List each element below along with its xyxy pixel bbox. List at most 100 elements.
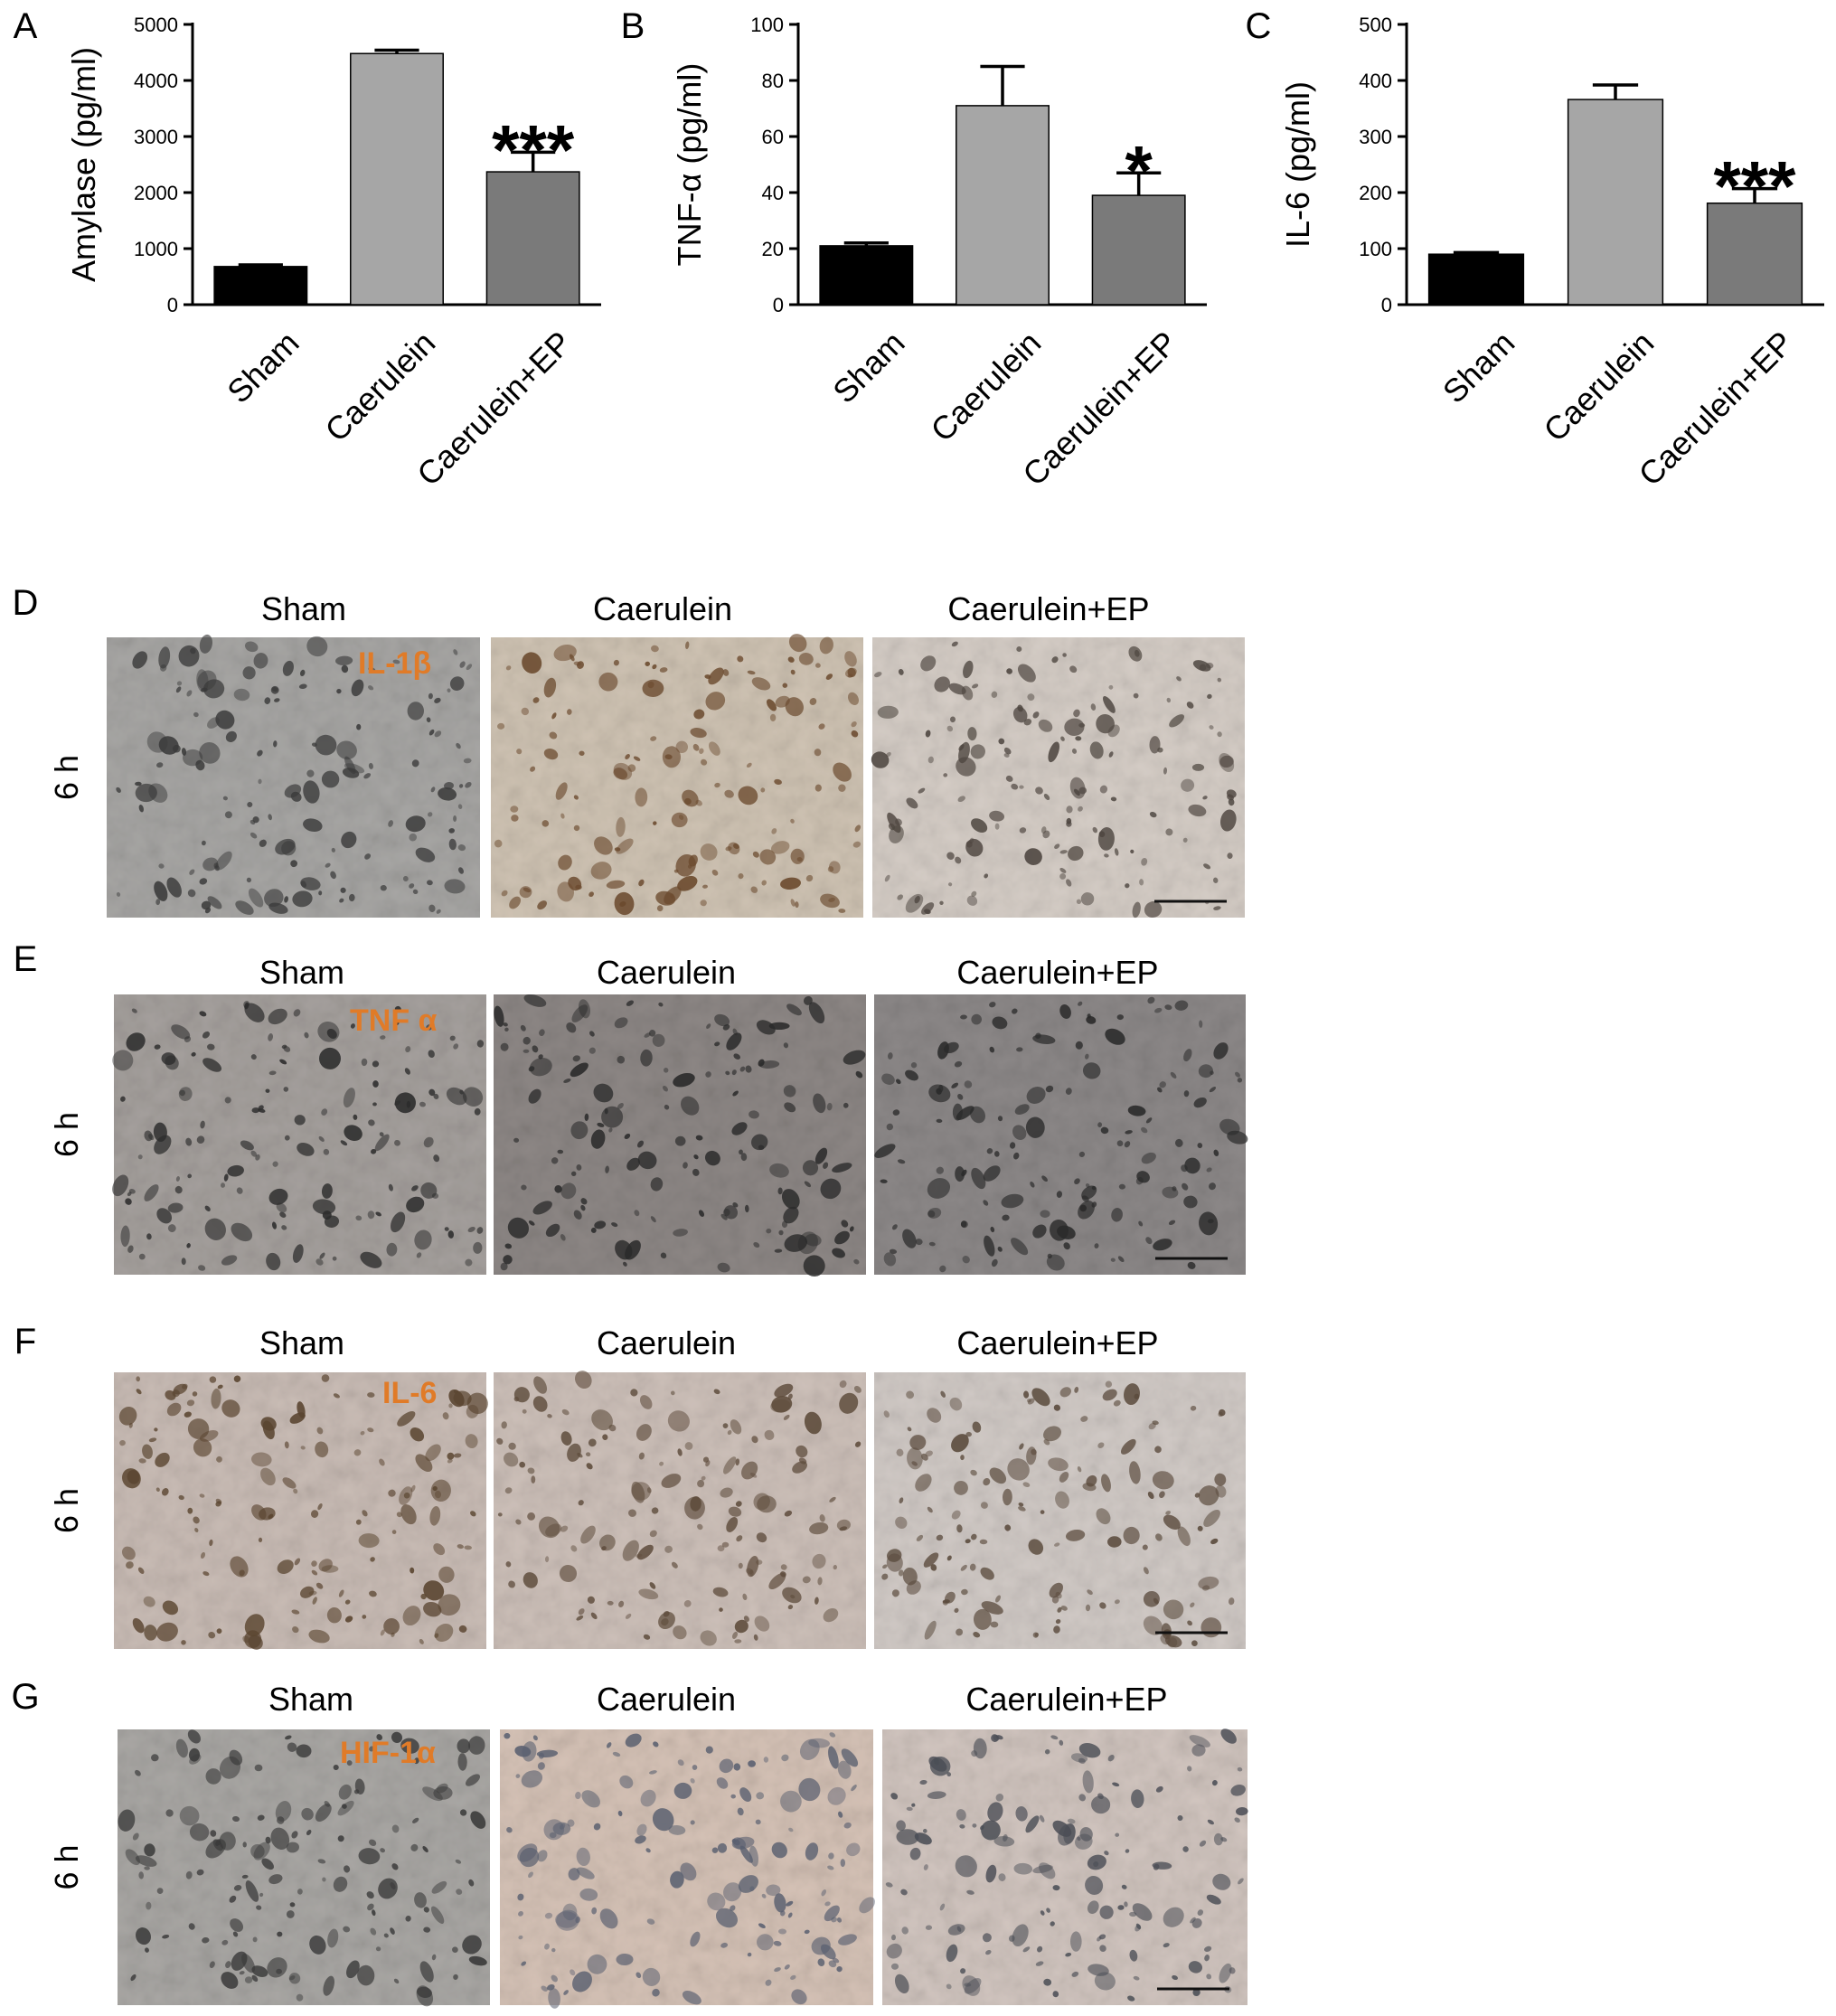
- nucleus: [730, 1905, 736, 1911]
- stained-cell: [1102, 695, 1116, 713]
- nucleus: [678, 815, 684, 820]
- stained-cell: [221, 1255, 238, 1266]
- stained-cell: [282, 1477, 297, 1489]
- nucleus: [208, 1632, 216, 1639]
- nucleus: [1085, 1053, 1089, 1060]
- nucleus: [465, 781, 472, 788]
- nucleus: [958, 744, 965, 751]
- nucleus: [428, 812, 433, 817]
- nucleus: [959, 1823, 965, 1829]
- nucleus: [434, 1633, 439, 1638]
- nucleus: [989, 1046, 995, 1053]
- nucleus: [711, 1847, 719, 1853]
- nucleus: [765, 1979, 772, 1986]
- nucleus: [185, 1870, 193, 1879]
- nucleus: [575, 1791, 581, 1800]
- stained-cell: [560, 1182, 577, 1200]
- nucleus: [419, 1638, 424, 1644]
- nucleus: [394, 1020, 400, 1026]
- nucleus: [738, 1562, 743, 1569]
- nucleus: [749, 1569, 754, 1577]
- stained-cell: [673, 1072, 695, 1088]
- nucleus: [272, 1161, 278, 1167]
- nucleus: [530, 766, 536, 772]
- nucleus: [889, 1248, 898, 1254]
- stained-cell: [338, 1784, 352, 1800]
- stained-cell: [848, 692, 859, 706]
- stained-cell: [360, 1251, 382, 1268]
- nucleus: [503, 1022, 508, 1027]
- stained-cell: [906, 1580, 921, 1595]
- nucleus: [1079, 1204, 1087, 1212]
- stained-cell: [747, 1556, 759, 1578]
- nucleus: [960, 1968, 966, 1974]
- nucleus: [1075, 736, 1082, 741]
- nucleus: [199, 1493, 205, 1498]
- nucleus: [1197, 1909, 1204, 1917]
- stained-cell: [790, 848, 805, 864]
- stained-cell: [637, 1151, 657, 1170]
- stained-cell: [127, 1469, 140, 1484]
- nucleus: [315, 1258, 324, 1266]
- nucleus: [1108, 684, 1114, 690]
- nucleus: [774, 1967, 781, 1973]
- nucleus: [1197, 1143, 1203, 1149]
- nucleus: [1022, 1946, 1031, 1953]
- stained-cell: [199, 634, 212, 654]
- nucleus: [375, 1946, 381, 1952]
- stained-cell: [841, 1748, 859, 1767]
- nucleus: [898, 1569, 904, 1577]
- nucleus: [1008, 1935, 1015, 1942]
- stained-cell: [791, 1989, 807, 2005]
- nucleus: [838, 1811, 843, 1818]
- nucleus: [411, 759, 419, 768]
- nucleus: [449, 1035, 456, 1041]
- nucleus: [998, 738, 1005, 745]
- nucleus: [839, 1380, 847, 1389]
- nucleus: [1206, 1167, 1212, 1173]
- stained-cell: [739, 1845, 753, 1863]
- stained-cell: [770, 841, 790, 854]
- nucleus: [1012, 1152, 1020, 1160]
- nucleus: [192, 1391, 198, 1397]
- nucleus: [284, 1135, 290, 1141]
- micrograph-image: [114, 1372, 488, 1650]
- nucleus: [823, 1162, 829, 1169]
- nucleus: [132, 1832, 139, 1841]
- nucleus: [1065, 1952, 1072, 1957]
- stained-cell: [303, 818, 323, 833]
- nucleus: [746, 762, 752, 768]
- nucleus: [817, 1958, 825, 1967]
- nucleus: [880, 1179, 888, 1183]
- stained-cell: [289, 1412, 306, 1424]
- nucleus: [1183, 1090, 1190, 1097]
- tissue-background: [872, 637, 1245, 918]
- nucleus: [196, 1869, 204, 1876]
- nucleus: [651, 645, 659, 653]
- nucleus: [369, 1746, 375, 1752]
- nucleus: [1143, 1567, 1149, 1575]
- stained-cell: [715, 1908, 739, 1928]
- nucleus: [1166, 697, 1172, 703]
- stained-cell: [321, 1565, 339, 1573]
- nucleus: [1087, 1589, 1093, 1596]
- stained-cell: [221, 1972, 239, 1989]
- tissue-background: [118, 1729, 490, 2005]
- nucleus: [356, 723, 362, 730]
- nucleus: [1032, 1632, 1039, 1638]
- stained-cell: [675, 740, 688, 753]
- nucleus: [1063, 1242, 1070, 1250]
- nucleus: [919, 1779, 927, 1785]
- stained-cell: [731, 1122, 748, 1135]
- nucleus: [279, 1211, 287, 1218]
- stained-cell: [528, 1088, 541, 1104]
- stained-cell: [219, 1756, 241, 1779]
- stained-cell: [344, 1125, 362, 1142]
- nucleus: [783, 1042, 789, 1049]
- nucleus: [444, 1227, 449, 1231]
- micrograph-image: [500, 1729, 875, 2009]
- stained-cell: [1101, 1474, 1111, 1493]
- nucleus: [979, 1539, 988, 1545]
- stained-cell: [593, 1083, 614, 1103]
- stained-cell: [714, 1013, 730, 1027]
